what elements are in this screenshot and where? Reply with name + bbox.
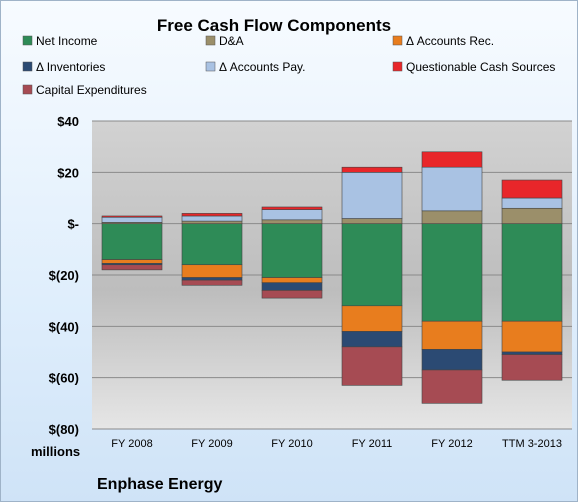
y-tick-label: $(40) (49, 319, 79, 334)
bar-segment (341, 331, 403, 348)
company-name: Enphase Energy (97, 476, 222, 493)
bar-segment (341, 223, 403, 307)
bar-segment (101, 223, 163, 260)
bar-segment (341, 346, 403, 386)
bar-segment (421, 223, 483, 322)
bar-segment (501, 197, 563, 209)
x-tick-label: FY 2008 (111, 438, 152, 450)
bar-segment (501, 223, 563, 322)
bar-segment (421, 320, 483, 350)
bar-segment (261, 219, 323, 224)
legend-swatch (22, 61, 33, 72)
bar-segment (181, 264, 243, 278)
legend-item: D&A (205, 34, 244, 48)
bar-segment (261, 277, 323, 284)
legend-label: Questionable Cash Sources (406, 60, 555, 74)
bar-segment (341, 218, 403, 224)
legend-label: Net Income (36, 34, 98, 48)
y-tick-label: $40 (57, 114, 79, 129)
y-tick-label: $(20) (49, 268, 79, 283)
legend-label: Capital Expenditures (36, 83, 147, 97)
y-tick-label: $- (67, 217, 79, 232)
bar-segment (101, 264, 163, 271)
bar-segment (261, 209, 323, 221)
bar-segment (341, 172, 403, 219)
units-label: millions (31, 444, 80, 459)
bar-segment (421, 369, 483, 404)
legend-item: Δ Accounts Pay. (205, 60, 306, 74)
chart-title: Free Cash Flow Components (157, 16, 391, 35)
bar-segment (501, 354, 563, 381)
legend-label: Δ Accounts Rec. (406, 34, 494, 48)
x-axis: FY 2008 FY 2009 FY 2010 FY 2011 FY 2012 TTM 3… (111, 438, 562, 450)
bar-segment (421, 166, 483, 212)
bar-segment (341, 166, 403, 173)
x-tick-label: FY 2012 (431, 438, 472, 450)
bar-segment (181, 279, 243, 286)
legend-label: Δ Inventories (36, 60, 105, 74)
legend-label: Δ Accounts Pay. (219, 60, 306, 74)
bars (101, 151, 563, 404)
legend-swatch (205, 35, 216, 46)
legend-swatch (22, 84, 33, 95)
bar-segment (101, 259, 163, 264)
bar-segment (421, 210, 483, 224)
x-tick-label: FY 2009 (191, 438, 232, 450)
y-tick-label: $(80) (49, 422, 79, 437)
bar-segment (421, 151, 483, 168)
legend-swatch (392, 35, 403, 46)
bar-segment (501, 179, 563, 199)
x-tick-label: FY 2011 (352, 438, 393, 450)
bar-segment (261, 290, 323, 299)
bar-segment (501, 320, 563, 353)
bar-segment (181, 277, 243, 281)
x-tick-label: TTM 3-2013 (502, 438, 562, 450)
legend-swatch (392, 61, 403, 72)
legend-item: Capital Expenditures (22, 83, 147, 97)
legend-item: Δ Accounts Rec. (392, 34, 494, 48)
bar-segment (501, 207, 563, 224)
bar-segment (261, 223, 323, 278)
legend-item: Net Income (22, 34, 98, 48)
legend: Net Income D&A Δ Accounts Rec. Δ Inventorie… (22, 34, 555, 97)
legend-swatch (205, 61, 216, 72)
bar-segment (101, 215, 163, 218)
bar-segment (261, 282, 323, 291)
y-tick-label: $(60) (49, 371, 79, 386)
x-tick-label: FY 2010 (271, 438, 312, 450)
bar-segment (101, 216, 163, 223)
bar-segment (261, 206, 323, 210)
gridlines (92, 120, 572, 430)
bar-segment (181, 223, 243, 266)
legend-item: Questionable Cash Sources (392, 60, 555, 74)
y-axis: $40 $20 $- $(20) $(40) $(60) $(80) (49, 114, 79, 437)
bar-segment (421, 349, 483, 371)
bar-segment (181, 220, 243, 224)
bar-segment (181, 215, 243, 222)
legend-item: Δ Inventories (22, 60, 105, 74)
bar-segment (181, 213, 243, 217)
y-tick-label: $20 (57, 165, 79, 180)
bar-segment (341, 305, 403, 332)
legend-swatch (22, 35, 33, 46)
legend-label: D&A (219, 34, 244, 48)
bar-segment (501, 351, 563, 355)
